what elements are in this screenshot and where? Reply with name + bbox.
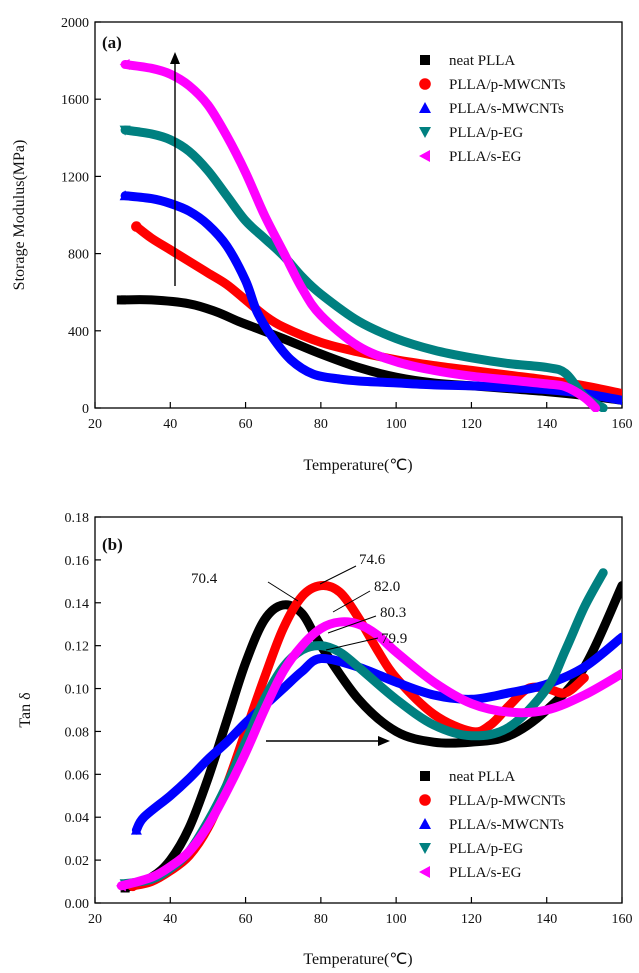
annotation-70-4: 70.4 <box>191 571 218 587</box>
panel-b-legend-label-4: PLLA/s-EG <box>449 865 522 881</box>
panel-a-legend-label-4: PLLA/s-EG <box>449 149 522 165</box>
annotation-74-6: 74.6 <box>359 552 386 568</box>
panel-a-legend-label-1: PLLA/p-MWCNTs <box>449 77 566 93</box>
panel-b-y-tick-label: 0.02 <box>65 854 90 869</box>
panel-a-series-line-4 <box>120 59 601 412</box>
panel-a-legend-marker-4 <box>419 150 430 162</box>
panel-a-trend-arrow <box>170 52 180 286</box>
panel-b-legend-marker-1 <box>419 794 431 806</box>
annotation-79-9: 79.9 <box>381 631 407 647</box>
panel-b-y-tick-label: 0.00 <box>65 897 90 912</box>
panel-a-x-axis-label: Temperature(℃) <box>303 457 412 474</box>
annotation-leader-70-4 <box>267 581 299 602</box>
panel-b-y-tick-label: 0.18 <box>65 511 90 526</box>
panel-a-y-tick-label: 1600 <box>61 93 89 108</box>
panel-b-x-tick-label: 120 <box>461 912 482 927</box>
panel-b-legend-marker-0 <box>420 771 430 781</box>
panel-b-label: (b) <box>102 535 123 554</box>
panel-b-legend-marker-3 <box>419 843 431 854</box>
panel-b-legend-label-3: PLLA/p-EG <box>449 841 523 857</box>
panel-b-legend-label-0: neat PLLA <box>449 769 515 785</box>
annotation-leader-82-0 <box>332 590 371 613</box>
panel-b-x-axis-label: Temperature(℃) <box>303 951 412 968</box>
panel-b-y-axis-label: Tan δ <box>17 692 34 727</box>
panel-a-chart: 20 40 60 80 100 120 140 1600400800120016002000 … <box>11 16 633 474</box>
panel-a-legend-label-0: neat PLLA <box>449 53 515 69</box>
panel-b-series-line-4 <box>116 617 622 891</box>
panel-a-y-tick-label: 1200 <box>61 170 89 185</box>
panel-a-legend-label-2: PLLA/s-MWCNTs <box>449 101 564 117</box>
panel-a-y-tick-label: 400 <box>68 325 89 340</box>
panel-a-series-line-2 <box>120 191 622 405</box>
panel-a-y-tick-label: 2000 <box>61 16 89 31</box>
panel-a-legend-marker-1 <box>419 78 431 90</box>
annotation-82-0: 82.0 <box>374 579 400 595</box>
annotation-leader-80-3 <box>327 615 377 634</box>
panel-a-x-tick-label: 120 <box>461 417 482 432</box>
panel-b-x-tick-label: 140 <box>536 912 557 927</box>
annotation-leader-79-9 <box>325 637 379 651</box>
panel-a-x-tick-label: 60 <box>239 417 253 432</box>
panel-b-y-tick-label: 0.04 <box>65 811 90 826</box>
panel-a-x-tick-label: 20 <box>88 417 102 432</box>
panel-a-label: (a) <box>102 33 122 52</box>
panel-b-chart: 20 40 60 80 100 120 140 160 0.00 0.02 0.04 0.06 0.08… <box>17 511 633 968</box>
panel-b-plot-frame <box>94 516 623 904</box>
panel-a-x-tick-label: 40 <box>163 417 177 432</box>
annotation-80-3: 80.3 <box>380 605 406 621</box>
panel-b-legend-label-1: PLLA/p-MWCNTs <box>449 793 566 809</box>
panel-a-legend-marker-0 <box>420 55 430 65</box>
panel-b-y-tick-label: 0.16 <box>65 554 90 569</box>
panel-b-y-tick-label: 0.14 <box>65 597 90 612</box>
panel-b-x-tick-label: 40 <box>163 912 177 927</box>
panel-a-series-point-1 <box>131 221 142 232</box>
panel-a-series-point-0 <box>116 295 126 305</box>
panel-a-x-tick-label: 80 <box>314 417 328 432</box>
panel-a-plot-frame <box>94 21 623 409</box>
panel-a-x-tick-label: 100 <box>386 417 407 432</box>
annotation-leader-74-6 <box>319 565 357 585</box>
panel-b-x-tick-label: 60 <box>239 912 253 927</box>
panel-a-x-tick-label: 160 <box>612 417 633 432</box>
panel-b-legend-marker-2 <box>419 818 431 829</box>
panel-a-legend: neat PLLA PLLA/p-MWCNTs PLLA/s-MWCNTs PLLA/… <box>419 53 566 165</box>
panel-a-series-line-1 <box>131 222 622 399</box>
panel-a-legend-marker-3 <box>419 127 431 138</box>
panel-a-y-tick-label: 0 <box>82 402 89 417</box>
panel-a-series-point-3 <box>119 125 131 136</box>
panel-b-y-tick-label: 0.06 <box>65 768 90 783</box>
panel-b-x-tick-label: 80 <box>314 912 328 927</box>
panel-a-y-tick-label: 800 <box>68 248 89 263</box>
panel-b-y-tick-label: 0.08 <box>65 725 90 740</box>
panel-b-series-line-2 <box>131 632 622 835</box>
panel-b-x-tick-label: 20 <box>88 912 102 927</box>
panel-a-series-line-3 <box>120 125 608 412</box>
panel-b-peak-annotations: 70.4 74.6 82.0 80.3 79.9 <box>191 552 407 651</box>
panel-b-legend-label-2: PLLA/s-MWCNTs <box>449 817 564 833</box>
panel-b-shift-arrow <box>266 736 390 746</box>
panel-b-y-tick-label: 0.12 <box>65 640 90 655</box>
panel-b-x-tick-label: 160 <box>612 912 633 927</box>
panel-b-legend: neat PLLA PLLA/p-MWCNTs PLLA/s-MWCNTs PLLA/… <box>419 769 566 881</box>
panel-b-x-tick-label: 100 <box>386 912 407 927</box>
panel-a-series-point-4 <box>119 58 130 70</box>
panel-a-y-axis-label: Storage Modulus(MPa) <box>11 140 28 291</box>
panel-b-series-line-0 <box>120 581 622 893</box>
panel-b-y-tick-label: 0.10 <box>65 683 90 698</box>
panel-a-x-tick-label: 140 <box>536 417 557 432</box>
panel-a-legend-label-3: PLLA/p-EG <box>449 125 523 141</box>
panel-b-legend-marker-4 <box>419 866 430 878</box>
panel-a-series-point-2 <box>119 190 131 201</box>
panel-a-legend-marker-2 <box>419 102 431 113</box>
panel-b-series-point-4 <box>115 880 126 892</box>
panel-b-series-point-2 <box>130 824 142 835</box>
